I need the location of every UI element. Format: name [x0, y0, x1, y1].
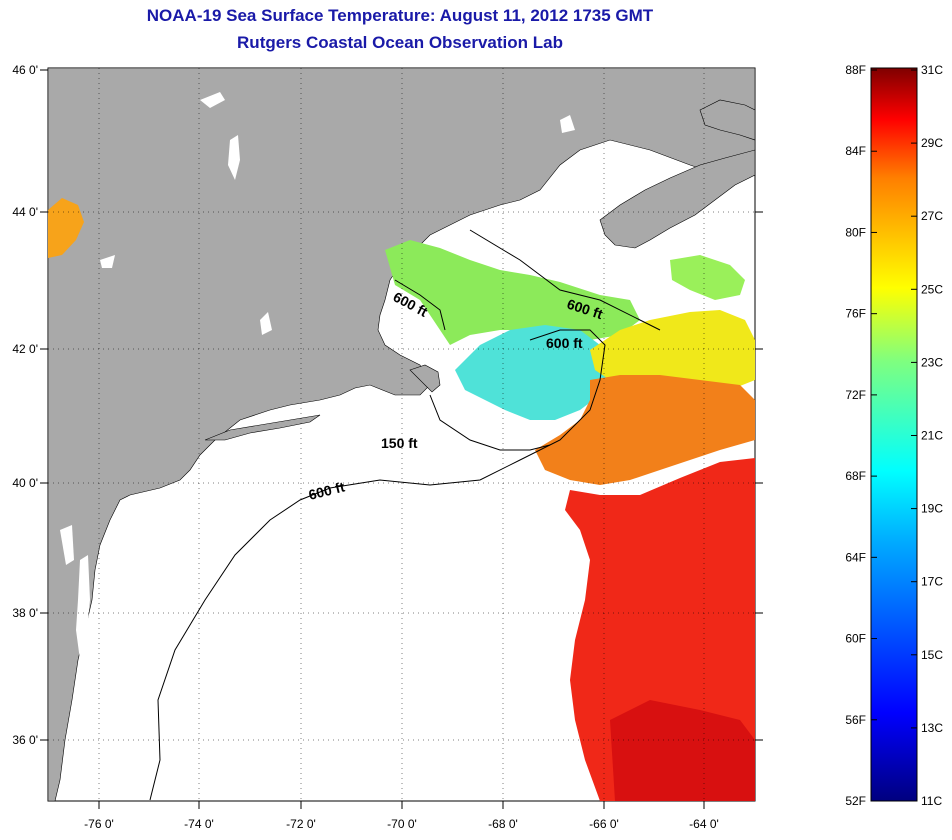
lat-label: 46 0' [12, 63, 38, 77]
colorbar-c-label: 17C [921, 575, 943, 589]
colorbar-c-label: 25C [921, 282, 943, 296]
sst-patch-lake-ontario [48, 198, 84, 258]
frame-ticks [40, 69, 763, 809]
lat-label: 44 0' [12, 205, 38, 219]
colorbar-c-label: 29C [921, 136, 943, 150]
colorbar-c-label: 21C [921, 429, 943, 443]
map-subtitle: Rutgers Coastal Ocean Observation Lab [237, 33, 563, 52]
sst-patch-orange [535, 375, 755, 485]
land-long-island [204, 414, 321, 441]
sst-patch-gulf-of-maine-green [385, 240, 640, 345]
lat-label: 38 0' [12, 606, 38, 620]
colorbar [870, 67, 918, 802]
colorbar-f-label: 84F [845, 144, 866, 158]
land-cape-cod [409, 364, 441, 393]
colorbar-c-label: 11C [921, 794, 942, 808]
colorbar-f-label: 68F [845, 469, 866, 483]
colorbar-f-label: 76F [845, 307, 866, 321]
lat-label: 40 0' [12, 476, 38, 490]
sst-patch-red-deep [610, 700, 755, 801]
land-cape-breton [699, 99, 755, 141]
colorbar-f-label: 88F [845, 63, 866, 77]
contour-label-4: 150 ft [381, 435, 418, 451]
colorbar-f-label: 52F [845, 794, 866, 808]
map-title: NOAA-19 Sea Surface Temperature: August … [146, 6, 654, 25]
lon-label: -72 0' [286, 817, 316, 831]
colorbar-f-label: 60F [845, 632, 866, 646]
colorbar-c-label: 15C [921, 648, 943, 662]
lon-label: -66 0' [589, 817, 619, 831]
lon-label: -76 0' [84, 817, 114, 831]
land-nova-scotia [599, 149, 755, 249]
colorbar-f-label: 72F [845, 388, 866, 402]
sst-patch-yellow [590, 310, 755, 395]
land-north-america [48, 68, 755, 801]
lat-label: 36 0' [12, 733, 38, 747]
lon-label: -64 0' [689, 817, 719, 831]
contour-label-3: 600 ft [546, 335, 583, 351]
lon-label: -68 0' [488, 817, 518, 831]
colorbar-c-label: 27C [921, 209, 943, 223]
lon-label: -74 0' [184, 817, 214, 831]
colorbar-f-label: 80F [845, 225, 866, 239]
colorbar-f-label: 64F [845, 550, 866, 564]
lon-label: -70 0' [387, 817, 417, 831]
colorbar-c-label: 13C [921, 721, 943, 735]
contour-lines [149, 229, 661, 801]
colorbar-c-label: 23C [921, 355, 943, 369]
colorbar-c-label: 19C [921, 502, 943, 516]
sst-patch-scotian-green [670, 255, 745, 300]
graticule [48, 68, 755, 801]
lat-label: 42 0' [12, 342, 38, 356]
colorbar-c-label: 31C [921, 63, 943, 77]
colorbar-f-label: 56F [845, 713, 866, 727]
